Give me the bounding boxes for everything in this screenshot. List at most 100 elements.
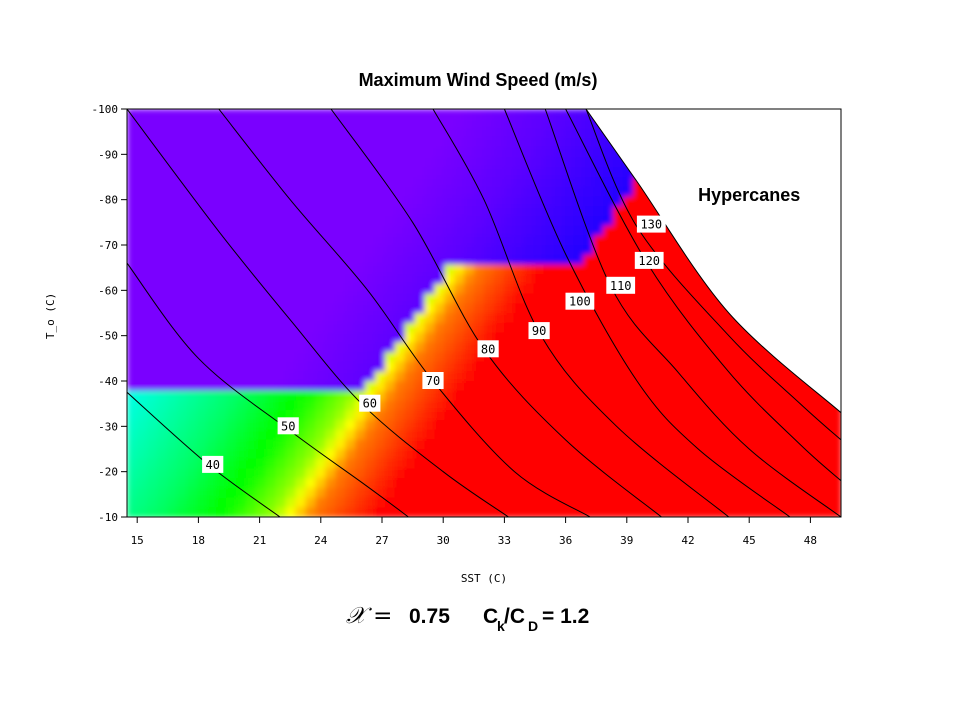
heat-cell (374, 177, 386, 188)
heat-cell (295, 274, 307, 285)
heat-cell (325, 264, 337, 275)
heat-cell (236, 361, 247, 373)
heat-cell (394, 186, 406, 198)
heat-cell (315, 274, 327, 285)
heat-cell (285, 186, 297, 198)
heat-cell (474, 109, 485, 120)
heat-cell (305, 381, 317, 392)
heat-cell (255, 235, 267, 246)
heat-cell (731, 487, 743, 499)
heat-cell (414, 225, 426, 237)
heat-cell (146, 225, 158, 237)
heat-cell (166, 128, 178, 139)
heat-cell (731, 497, 743, 509)
heat-cell (236, 167, 247, 178)
heat-cell (553, 303, 565, 314)
heat-cell (493, 439, 505, 450)
heat-cell (196, 167, 208, 178)
heat-cell (583, 497, 594, 509)
heat-cell (374, 322, 386, 334)
heat-cell (543, 361, 555, 373)
heat-cell (493, 419, 505, 431)
heat-cell (285, 167, 297, 178)
heat-cell (216, 118, 227, 130)
heat-cell (196, 351, 208, 363)
heat-cell (355, 478, 366, 489)
heat-cell (553, 507, 565, 517)
heat-cell (523, 419, 535, 431)
heat-cell (325, 507, 337, 517)
heat-cell (603, 245, 614, 256)
heat-cell (474, 177, 485, 188)
heat-cell (196, 342, 208, 353)
heat-cell (533, 264, 545, 275)
heat-cell (612, 468, 624, 479)
heat-cell (444, 274, 456, 285)
heat-cell (593, 138, 604, 149)
heat-cell (593, 419, 604, 431)
heat-cell (295, 419, 307, 431)
heat-cell (226, 429, 237, 441)
heat-cell (295, 118, 307, 130)
heat-cell (265, 196, 277, 207)
heat-cell (345, 342, 356, 353)
contour-label-90: 90 (528, 322, 550, 340)
contour-label-60: 60 (359, 394, 381, 412)
heat-cell (503, 303, 515, 314)
heat-cell (355, 206, 366, 217)
heat-cell (424, 147, 436, 159)
heat-cell (275, 206, 287, 217)
heat-cell (136, 410, 148, 421)
heat-cell (583, 487, 594, 499)
heat-cell (325, 147, 337, 159)
heat-cell (434, 215, 446, 227)
heat-cell (226, 293, 237, 305)
heat-cell (146, 497, 158, 509)
heat-cell (503, 468, 515, 479)
heat-cell (226, 497, 237, 509)
heat-cell (761, 381, 773, 392)
heat-cell (226, 419, 237, 431)
heat-cell (166, 303, 178, 314)
heat-cell (702, 419, 713, 431)
heat-cell (365, 196, 376, 207)
heat-cell (563, 167, 575, 178)
heat-cell (702, 351, 713, 363)
heat-cell (642, 313, 654, 324)
heat-cell (731, 361, 743, 373)
heat-cell (741, 439, 753, 450)
heat-cell (722, 390, 733, 402)
heat-cell (384, 293, 396, 305)
heat-cell (573, 215, 584, 227)
heat-cell (295, 429, 307, 441)
heat-cell (275, 497, 287, 509)
heat-cell (642, 351, 654, 363)
heat-cell (761, 371, 773, 382)
heat-cell (583, 390, 594, 402)
heat-cell (315, 109, 327, 120)
heat-cell (226, 254, 237, 266)
heat-cell (146, 351, 158, 363)
heat-cell (365, 274, 376, 285)
heat-cell (236, 313, 247, 324)
heat-cell (404, 410, 416, 421)
heat-cell (692, 283, 703, 295)
heat-cell (176, 458, 188, 470)
heat-cell (771, 507, 783, 517)
heat-cell (503, 332, 515, 343)
heat-cell (573, 449, 584, 460)
heat-cell (394, 400, 406, 411)
heat-cell (513, 381, 525, 392)
heat-cell (603, 206, 614, 217)
heat-cell (563, 215, 575, 227)
heat-cell (603, 177, 614, 188)
heat-cell (255, 342, 267, 353)
heat-cell (533, 225, 545, 237)
heat-cell (365, 245, 376, 256)
heat-cell (404, 419, 416, 431)
heat-cell (355, 351, 366, 363)
heat-cell (722, 351, 733, 363)
heat-cell (484, 419, 495, 431)
heat-cell (275, 342, 287, 353)
y-tick-label: -40 (98, 375, 118, 388)
